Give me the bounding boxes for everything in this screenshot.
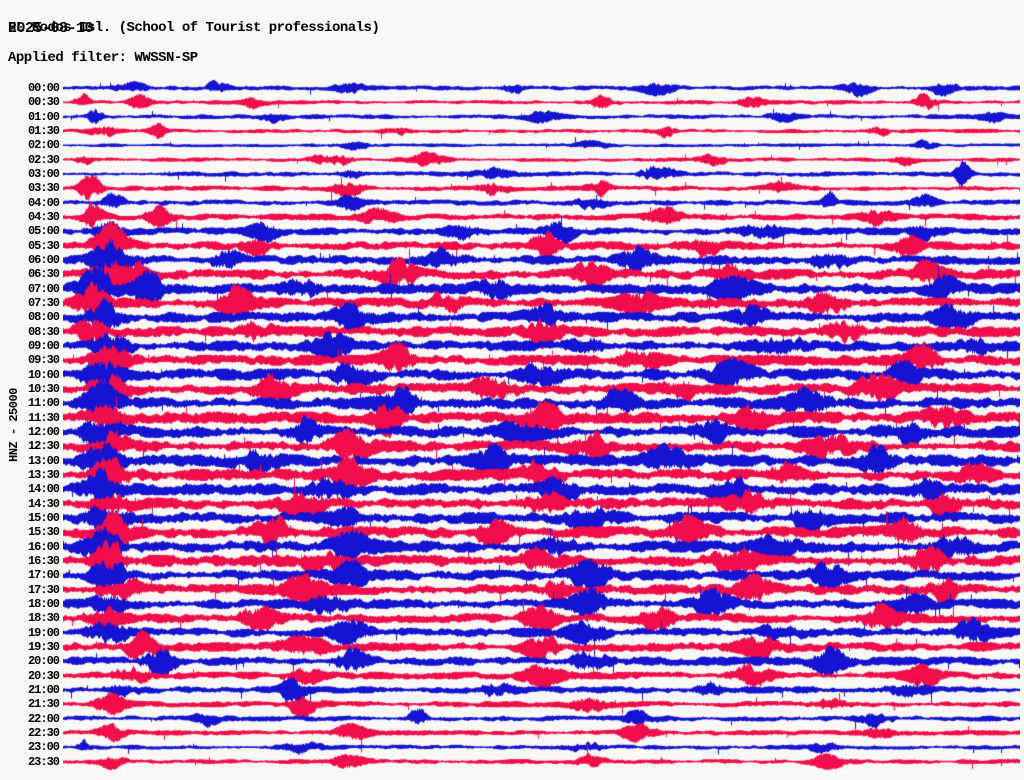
time-label: 15:30 (27, 525, 60, 540)
time-label: 04:00 (27, 195, 60, 210)
time-label: 23:00 (27, 740, 60, 755)
time-label: 20:00 (27, 654, 60, 669)
time-label: 10:00 (27, 367, 60, 382)
time-label: 22:00 (27, 711, 60, 726)
time-label: 01:00 (27, 109, 60, 124)
time-label: 12:00 (27, 424, 60, 439)
time-label: 00:30 (27, 95, 60, 110)
time-axis-labels: 00:00 00:30 01:00 01:30 02:00 02:30 03:00 03:30… (0, 0, 60, 780)
time-label: 13:00 (27, 453, 60, 468)
time-label: 08:30 (27, 324, 60, 339)
time-label: 08:00 (27, 310, 60, 325)
time-label: 21:00 (27, 682, 60, 697)
time-label: 16:00 (27, 539, 60, 554)
time-label: 16:30 (27, 553, 60, 568)
time-label: 15:00 (27, 510, 60, 525)
time-label: 04:30 (27, 209, 60, 224)
time-label: 11:00 (27, 396, 60, 411)
time-label: 19:30 (27, 639, 60, 654)
time-label: 03:00 (27, 166, 60, 181)
time-label: 02:00 (27, 138, 60, 153)
time-label: 10:30 (27, 381, 60, 396)
time-label: 14:30 (27, 496, 60, 511)
time-label: 12:30 (27, 439, 60, 454)
time-label: 01:30 (27, 123, 60, 138)
time-label: 06:30 (27, 267, 60, 282)
time-label: 17:00 (27, 568, 60, 583)
time-label: 05:30 (27, 238, 60, 253)
time-label: 22:30 (27, 725, 60, 740)
time-label: 09:00 (27, 338, 60, 353)
time-label: 00:00 (27, 81, 60, 95)
time-label: 19:00 (27, 625, 60, 640)
time-label: 23:30 (27, 754, 60, 769)
time-label: 11:30 (27, 410, 60, 425)
time-label: 07:30 (27, 295, 60, 310)
time-label: 21:30 (27, 697, 60, 712)
time-label: 20:30 (27, 668, 60, 683)
time-label: 18:30 (27, 611, 60, 626)
seismogram-helicorder-canvas (63, 0, 1020, 780)
time-label: 02:30 (27, 152, 60, 167)
time-label: 18:00 (27, 596, 60, 611)
time-label: 05:00 (27, 224, 60, 239)
time-label: 14:00 (27, 482, 60, 497)
time-label: 07:00 (27, 281, 60, 296)
time-label: 17:30 (27, 582, 60, 597)
time-label: 06:00 (27, 252, 60, 267)
time-label: 09:30 (27, 353, 60, 368)
time-label: 13:30 (27, 467, 60, 482)
time-label: 03:30 (27, 181, 60, 196)
